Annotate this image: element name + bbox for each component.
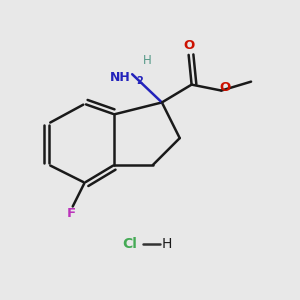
Text: O: O [219,81,230,94]
Text: F: F [67,207,76,220]
Text: 2: 2 [136,76,143,86]
Text: O: O [183,40,194,52]
Text: Cl: Cl [122,237,136,250]
Text: NH: NH [110,71,131,84]
Text: H: H [161,237,172,250]
Text: H: H [143,54,152,67]
